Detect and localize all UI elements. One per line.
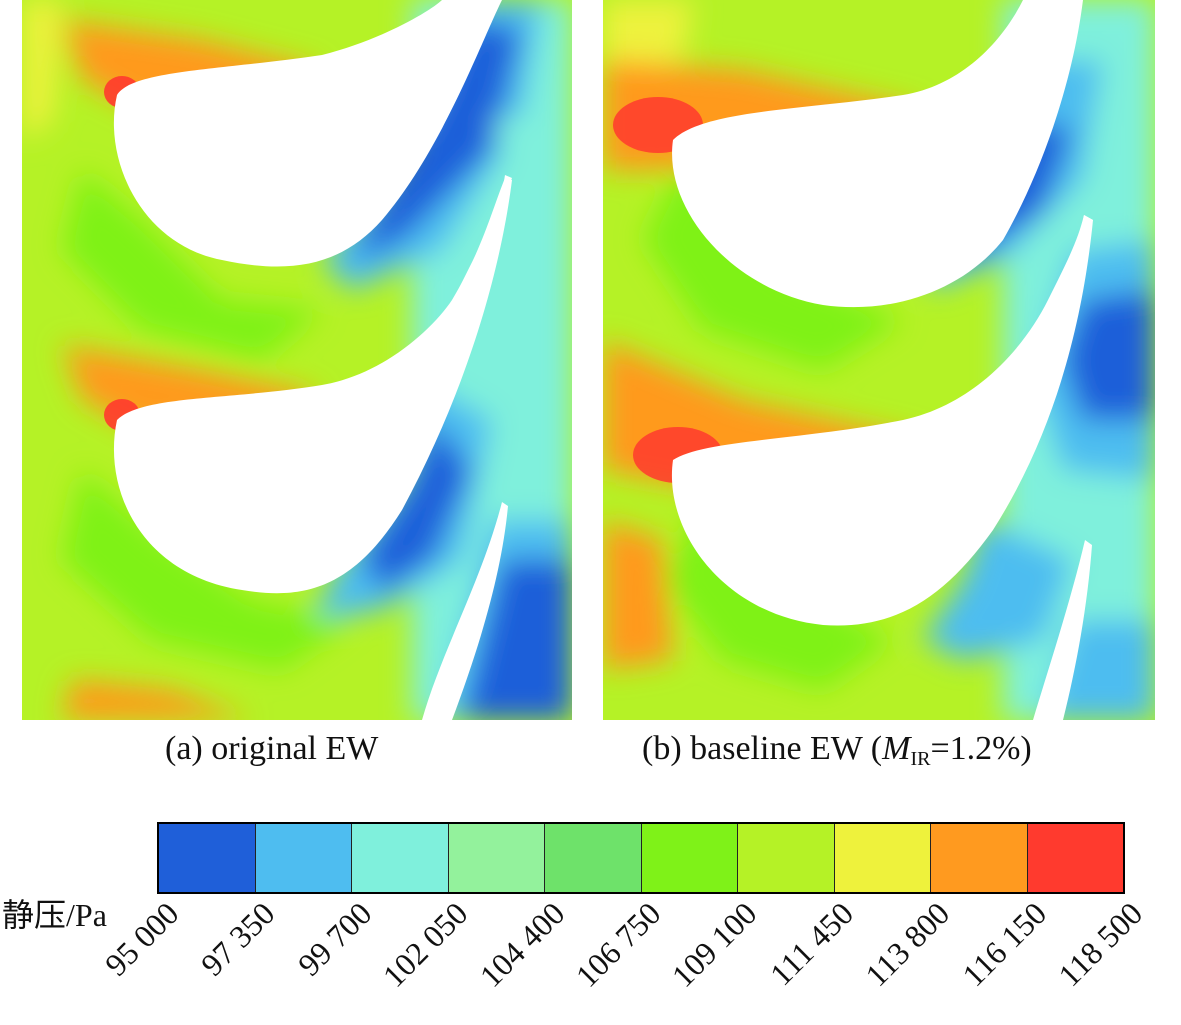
colorbar-segment bbox=[352, 824, 449, 892]
colorbar-segment bbox=[641, 824, 738, 892]
colorbar-tick-label: 116 150 bbox=[954, 895, 1054, 994]
colorbar-segment bbox=[448, 824, 545, 892]
colorbar-tick-label: 109 100 bbox=[664, 895, 764, 994]
colorbar-tick-label: 111 450 bbox=[762, 895, 861, 993]
colorbar-tick-label: 97 350 bbox=[194, 895, 282, 983]
colorbar-tick-label: 95 000 bbox=[97, 895, 186, 983]
caption-original: (a) original EW bbox=[165, 730, 379, 767]
colorbar-segment bbox=[931, 824, 1028, 892]
colorbar-tick-label: 99 700 bbox=[290, 895, 379, 983]
colorbar-segment bbox=[1027, 824, 1123, 892]
colorbar-segment bbox=[834, 824, 931, 892]
colorbar-tick-label: 102 050 bbox=[375, 895, 475, 994]
colorbar-label: 静压/Pa bbox=[2, 897, 107, 933]
colorbar-tick-label: 106 750 bbox=[568, 895, 668, 994]
caption-baseline: (b) baseline EW (MIR=1.2%) bbox=[642, 730, 1032, 771]
colorbar-tick-label: 118 500 bbox=[1051, 895, 1150, 994]
contour-panel-original bbox=[22, 0, 572, 720]
pressure-contour-baseline bbox=[603, 0, 1155, 720]
contour-panel-baseline bbox=[603, 0, 1155, 720]
colorbar bbox=[157, 822, 1125, 894]
colorbar-segment bbox=[159, 824, 256, 892]
caption-baseline-var: M bbox=[882, 730, 911, 767]
caption-baseline-prefix: (b) baseline EW ( bbox=[642, 730, 883, 767]
colorbar-segment bbox=[738, 824, 835, 892]
colorbar-segment bbox=[255, 824, 352, 892]
pressure-contour-original bbox=[22, 0, 572, 720]
colorbar-tick-label: 113 800 bbox=[858, 895, 957, 994]
colorbar-tick-label: 104 400 bbox=[472, 895, 572, 994]
caption-baseline-sub: IR bbox=[910, 748, 931, 770]
caption-baseline-suffix: =1.2%) bbox=[930, 730, 1032, 767]
colorbar-segment bbox=[545, 824, 642, 892]
